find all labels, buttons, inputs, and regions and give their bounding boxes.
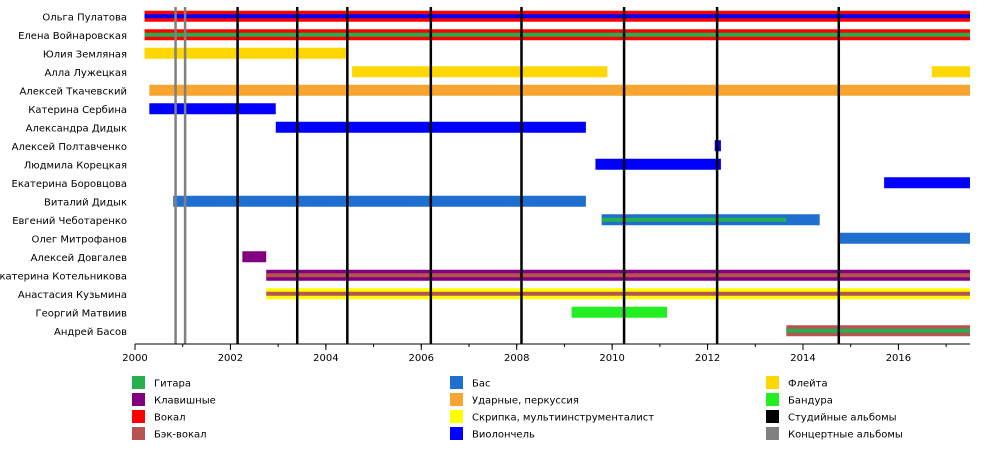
member-label: Алла Лужецкая (44, 68, 127, 79)
x-tick-label: 2010 (599, 353, 624, 364)
legend-label-backing: Бэк-вокал (154, 430, 207, 441)
bar-flute (931, 66, 970, 78)
legend-swatch-cello (450, 427, 463, 440)
member-labels: Ольга Пулатова Елена Войнаровская Юлия Зем… (0, 12, 127, 338)
bar-cello (595, 158, 721, 170)
bar-flute (144, 47, 348, 59)
legend-swatch-flute (766, 376, 779, 389)
x-tick-label: 2000 (122, 353, 147, 364)
x-tick-label: 2008 (504, 353, 529, 364)
bar-backing (266, 291, 970, 296)
legend-swatch-guitar (132, 376, 145, 389)
member-label: Виталий Дидык (44, 197, 127, 208)
x-tick-label: 2006 (409, 353, 434, 364)
member-label: Александра Дидык (26, 123, 127, 134)
legend-label-guitar: Гитара (154, 379, 191, 390)
member-label: Алексей Полтавченко (12, 142, 127, 153)
album-lines-layer (174, 7, 841, 344)
x-tick-label: 2002 (218, 353, 243, 364)
member-label: Анастасия Кузьмина (18, 290, 127, 301)
bar-keys (242, 251, 267, 263)
x-axis: 2000 2002 2004 2006 2008 2010 2012 2014 2016 (122, 343, 970, 364)
bar-drums (149, 84, 971, 96)
legend-swatch-bass (450, 376, 463, 389)
bar-bass (173, 195, 586, 207)
legend-swatch-bandura (766, 393, 779, 406)
legend-label-bandura: Бандура (788, 396, 833, 407)
legend-swatch-violin (450, 410, 463, 423)
legend: Гитара Клавишные Вокал Бэк-вокал Бас Ударные,… (132, 376, 903, 441)
legend-label-drums: Ударные, перкуссия (472, 396, 579, 407)
member-label: Катерина Сербина (28, 105, 127, 116)
bar-guitar (601, 217, 787, 222)
bar-guitar (144, 32, 971, 37)
bar-guitar (786, 328, 970, 333)
member-label: Евгений Чеботаренко (12, 216, 127, 227)
member-label: Алексей Довгалев (31, 253, 128, 264)
bar-flute (352, 66, 608, 78)
legend-swatch-vocals (132, 410, 145, 423)
legend-swatch-drums (450, 393, 463, 406)
legend-label-violin: Скрипка, мультиинструменталист (472, 413, 654, 424)
legend-swatch-live (766, 427, 779, 440)
legend-swatch-keys (132, 393, 145, 406)
member-label: Ольга Пулатова (42, 12, 127, 23)
x-tick-label: 2016 (886, 353, 911, 364)
legend-swatch-studio (766, 410, 779, 423)
member-label: Елена Войнаровская (18, 31, 127, 42)
x-tick-label: 2012 (695, 353, 720, 364)
member-label: Екатерина Котельникова (0, 271, 127, 282)
bar-bass (838, 232, 970, 244)
bars-layer (144, 10, 971, 337)
member-label: Андрей Басов (54, 327, 127, 338)
legend-label-vocals: Вокал (154, 413, 186, 424)
bar-bandura (571, 306, 668, 318)
member-label: Юлия Земляная (43, 49, 127, 60)
member-label: Екатерина Боровцова (12, 179, 127, 190)
bar-backing (266, 273, 970, 278)
bar-cello (884, 177, 970, 189)
bar-cello (149, 103, 276, 115)
x-tick-label: 2004 (313, 353, 338, 364)
legend-label-bass: Бас (472, 379, 491, 390)
legend-label-studio: Студийные альбомы (788, 413, 897, 424)
member-label: Олег Митрофанов (32, 234, 128, 245)
member-label: Алексей Ткачевский (19, 86, 127, 97)
legend-label-flute: Флейта (788, 379, 828, 390)
member-label: Людмила Корецкая (24, 160, 127, 171)
legend-swatch-backing (132, 427, 145, 440)
bar-cello (144, 14, 971, 19)
legend-label-keys: Клавишные (154, 396, 216, 407)
member-label: Георгий Матвиив (35, 308, 127, 319)
legend-label-cello: Виолончель (472, 430, 535, 441)
x-tick-label: 2014 (790, 353, 815, 364)
legend-label-live: Концертные альбомы (788, 430, 903, 441)
